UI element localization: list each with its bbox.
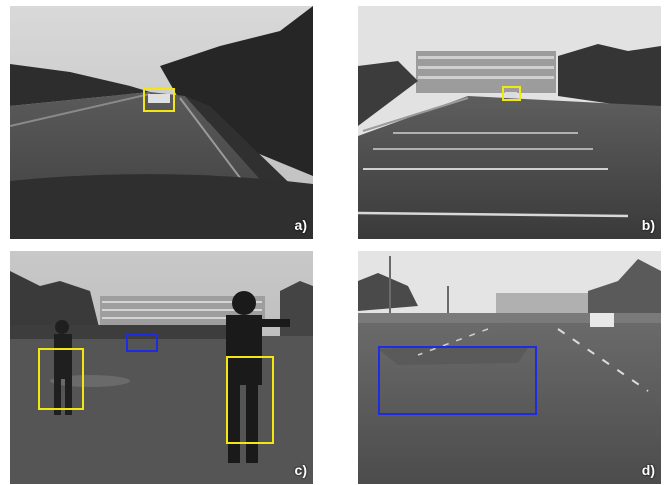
panel-d-scene xyxy=(358,251,661,484)
panel-b-scene xyxy=(358,6,661,239)
detection-box-vehicle xyxy=(502,86,521,101)
panel-b: b) xyxy=(358,6,661,239)
panel-label: d) xyxy=(641,462,655,478)
detection-box-pedestrian xyxy=(226,356,274,444)
panel-label: c) xyxy=(294,462,307,478)
panel-c: c) xyxy=(10,251,313,484)
panel-label: a) xyxy=(294,217,307,233)
detection-box-vehicle xyxy=(143,88,175,112)
panel-a-scene xyxy=(10,6,313,239)
panel-c-scene xyxy=(10,251,313,484)
panel-a: a) xyxy=(10,6,313,239)
panel-label: b) xyxy=(641,217,655,233)
detection-box-road-patch xyxy=(378,346,537,415)
detection-box-blue xyxy=(126,334,158,352)
detection-box-pedestrian xyxy=(38,348,84,410)
panel-d: d) xyxy=(358,251,661,484)
